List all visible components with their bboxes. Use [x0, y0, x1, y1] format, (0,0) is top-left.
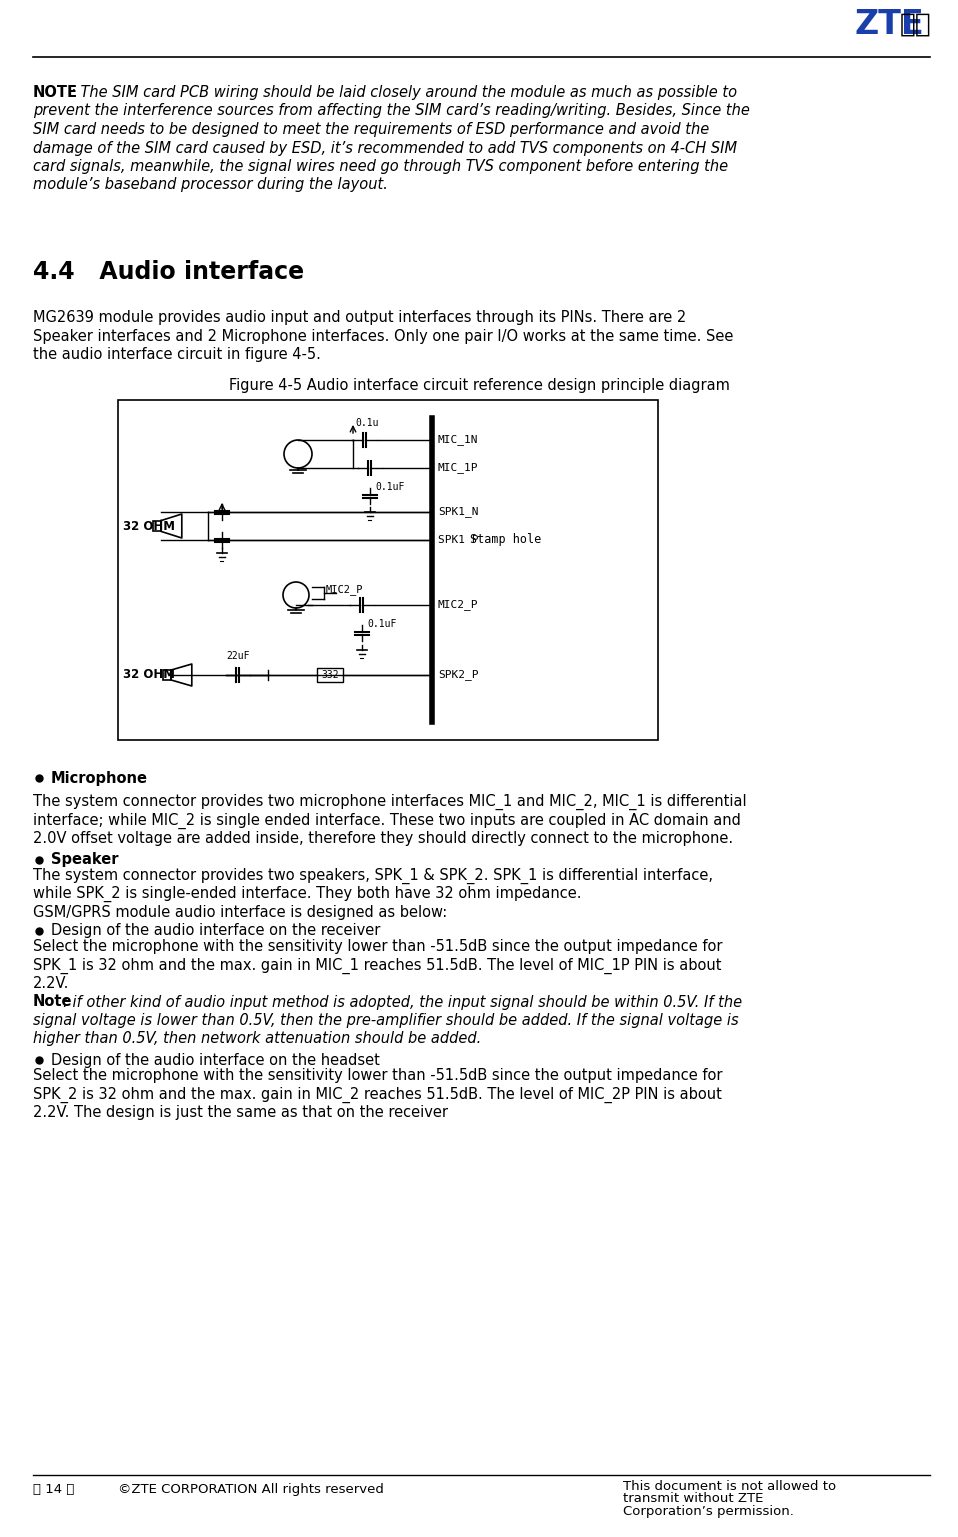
- Bar: [317, 669, 343, 682]
- Text: 22uF: 22uF: [226, 652, 250, 661]
- Text: interface; while MIC_2 is single ended interface. These two inputs are coupled i: interface; while MIC_2 is single ended i…: [33, 813, 741, 828]
- Text: 32 OHM: 32 OHM: [123, 520, 175, 532]
- Text: MIC2_P: MIC2_P: [326, 584, 363, 595]
- Text: SPK2_P: SPK2_P: [438, 670, 478, 681]
- Text: SPK1_N: SPK1_N: [438, 507, 478, 518]
- Text: Microphone: Microphone: [51, 770, 148, 785]
- Text: 4.4   Audio interface: 4.4 Audio interface: [33, 260, 304, 284]
- Text: 2.0V offset voltage are added inside, therefore they should directly connect to : 2.0V offset voltage are added inside, th…: [33, 832, 733, 845]
- Text: This document is not allowed to: This document is not allowed to: [623, 1480, 835, 1492]
- Text: Design of the audio interface on the headset: Design of the audio interface on the hea…: [51, 1053, 380, 1068]
- Text: The system connector provides two speakers, SPK_1 & SPK_2. SPK_1 is differential: The system connector provides two speake…: [33, 867, 713, 884]
- Text: while SPK_2 is single-ended interface. They both have 32 ohm impedance.: while SPK_2 is single-ended interface. T…: [33, 885, 582, 902]
- Text: The system connector provides two microphone interfaces MIC_1 and MIC_2, MIC_1 i: The system connector provides two microp…: [33, 795, 746, 810]
- Text: MIC_1N: MIC_1N: [438, 435, 478, 446]
- Text: Speaker interfaces and 2 Microphone interfaces. Only one pair I/O works at the s: Speaker interfaces and 2 Microphone inte…: [33, 329, 734, 343]
- Text: 32 OHM: 32 OHM: [123, 669, 175, 681]
- Text: ZTE: ZTE: [855, 8, 924, 41]
- Text: transmit without ZTE: transmit without ZTE: [623, 1492, 764, 1506]
- Bar: [153, 521, 161, 532]
- Text: : The SIM card PCB wiring should be laid closely around the module as much as po: : The SIM card PCB wiring should be laid…: [71, 85, 737, 100]
- Polygon shape: [171, 664, 192, 686]
- Text: 332: 332: [321, 670, 339, 679]
- Text: Corporation’s permission.: Corporation’s permission.: [623, 1505, 793, 1519]
- Text: 0.1uF: 0.1uF: [367, 619, 397, 629]
- Text: the audio interface circuit in figure 4-5.: the audio interface circuit in figure 4-…: [33, 347, 321, 363]
- Text: 第 14 页: 第 14 页: [33, 1483, 75, 1496]
- Text: MIC2_P: MIC2_P: [438, 599, 478, 610]
- Text: Stamp hole: Stamp hole: [470, 533, 541, 547]
- Text: SIM card needs to be designed to meet the requirements of ESD performance and av: SIM card needs to be designed to meet th…: [33, 121, 709, 137]
- Text: 中兴: 中兴: [900, 12, 932, 38]
- Text: damage of the SIM card caused by ESD, it’s recommended to add TVS components on : damage of the SIM card caused by ESD, it…: [33, 140, 737, 155]
- Text: 0.1u: 0.1u: [355, 418, 378, 427]
- Text: Note: Note: [33, 994, 73, 1010]
- Text: NOTE: NOTE: [33, 85, 78, 100]
- Text: 2.2V.: 2.2V.: [33, 976, 69, 991]
- Text: Speaker: Speaker: [51, 851, 119, 867]
- Text: signal voltage is lower than 0.5V, then the pre-amplifier should be added. If th: signal voltage is lower than 0.5V, then …: [33, 1013, 739, 1028]
- Text: prevent the interference sources from affecting the SIM card’s reading/writing. : prevent the interference sources from af…: [33, 103, 750, 118]
- Text: MG2639 module provides audio input and output interfaces through its PINs. There: MG2639 module provides audio input and o…: [33, 310, 686, 324]
- Text: Select the microphone with the sensitivity lower than -51.5dB since the output i: Select the microphone with the sensitivi…: [33, 939, 722, 954]
- Text: Design of the audio interface on the receiver: Design of the audio interface on the rec…: [51, 924, 380, 939]
- Text: card signals, meanwhile, the signal wires need go through TVS component before e: card signals, meanwhile, the signal wire…: [33, 158, 728, 174]
- Text: SPK_2 is 32 ohm and the max. gain in MIC_2 reaches 51.5dB. The level of MIC_2P P: SPK_2 is 32 ohm and the max. gain in MIC…: [33, 1087, 722, 1102]
- Text: SPK1 P: SPK1 P: [438, 535, 478, 546]
- Bar: [118, 400, 658, 739]
- Text: 2.2V. The design is just the same as that on the receiver: 2.2V. The design is just the same as tha…: [33, 1105, 448, 1120]
- Bar: [163, 670, 171, 679]
- Text: ©ZTE CORPORATION All rights reserved: ©ZTE CORPORATION All rights reserved: [118, 1483, 384, 1496]
- Text: 0.1uF: 0.1uF: [375, 483, 404, 492]
- Text: GSM/GPRS module audio interface is designed as below:: GSM/GPRS module audio interface is desig…: [33, 904, 447, 919]
- Text: Select the microphone with the sensitivity lower than -51.5dB since the output i: Select the microphone with the sensitivi…: [33, 1068, 722, 1084]
- Text: module’s baseband processor during the layout.: module’s baseband processor during the l…: [33, 177, 388, 192]
- Text: SPK_1 is 32 ohm and the max. gain in MIC_1 reaches 51.5dB. The level of MIC_1P P: SPK_1 is 32 ohm and the max. gain in MIC…: [33, 958, 721, 974]
- Text: higher than 0.5V, then network attenuation should be added.: higher than 0.5V, then network attenuati…: [33, 1031, 481, 1047]
- Text: : if other kind of audio input method is adopted, the input signal should be wit: : if other kind of audio input method is…: [63, 994, 742, 1010]
- Text: Figure 4-5 Audio interface circuit reference design principle diagram: Figure 4-5 Audio interface circuit refer…: [229, 378, 729, 393]
- Polygon shape: [161, 513, 182, 538]
- Text: MIC_1P: MIC_1P: [438, 463, 478, 473]
